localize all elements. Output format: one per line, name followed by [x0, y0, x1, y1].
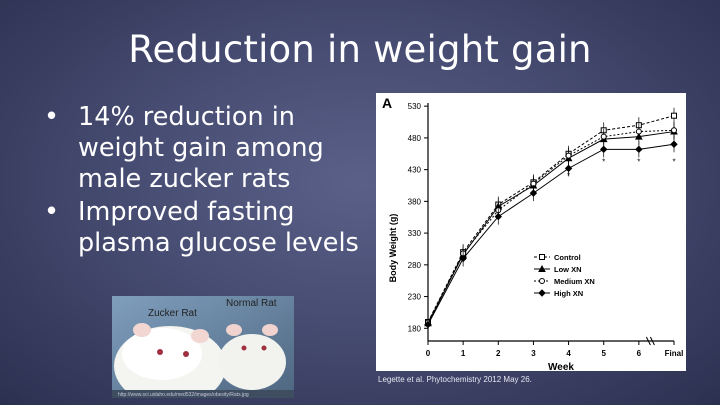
- x-tick-label: 5: [601, 349, 606, 358]
- slide-title: Reduction in weight gain: [128, 28, 592, 71]
- data-point: [539, 254, 545, 260]
- axis-break: [645, 336, 651, 346]
- zucker-rat-label: Zucker Rat: [148, 308, 197, 319]
- data-point: [635, 128, 642, 135]
- data-point: [538, 264, 546, 272]
- data-point: [565, 152, 572, 159]
- y-tick-label: 530: [408, 102, 422, 111]
- rats-photo: Zucker Rat Normal Rat: [112, 296, 294, 398]
- y-axis-label: Body Weight (g): [388, 214, 398, 283]
- data-point: [538, 289, 546, 297]
- data-point: [600, 133, 607, 140]
- y-tick-label: 280: [408, 261, 422, 270]
- data-point: [494, 212, 502, 221]
- significance-mark: *: [567, 172, 570, 181]
- data-point: [671, 127, 677, 134]
- body-weight-chart: A Body Weight (g) Week 180 230 280 330 380 43…: [376, 93, 686, 373]
- x-axis-label: Week: [548, 362, 574, 371]
- axis-break: [649, 336, 655, 346]
- x-tick-label: 4: [566, 349, 571, 358]
- data-point: [635, 145, 643, 154]
- y-tick-label: 430: [408, 166, 422, 175]
- chart-svg: A Body Weight (g) Week 18023028033038043…: [382, 95, 684, 373]
- x-tick-label: 0: [426, 349, 431, 358]
- panel-label: A: [382, 95, 392, 111]
- bullet-item: • Improved fasting plasma glucose levels: [40, 197, 370, 259]
- y-tick-label: 380: [408, 197, 422, 206]
- series-line: [427, 131, 675, 324]
- legend-label: Medium XN: [554, 277, 595, 286]
- y-tick-label: 180: [408, 324, 422, 333]
- citation: Legette et al. Phytochemistry 2012 May 2…: [378, 375, 532, 384]
- legend-label: Low XN: [554, 265, 582, 274]
- x-tick-label: 2: [496, 349, 501, 358]
- data-point: [539, 278, 545, 284]
- significance-mark: *: [637, 158, 640, 167]
- data-point: [671, 112, 677, 119]
- y-tick-label: 480: [408, 134, 422, 143]
- bullet-item: • 14% reduction in weight gain among mal…: [40, 102, 370, 195]
- y-tick-label: 230: [408, 293, 422, 302]
- photo-credit: http://www.sci.uidaho.edu/med532/images/…: [118, 392, 249, 398]
- bullet-list: • 14% reduction in weight gain among mal…: [40, 102, 370, 261]
- significance-mark: *: [602, 158, 605, 167]
- bullet-text: 14% reduction in weight gain among male …: [78, 102, 324, 194]
- x-tick-label: 1: [461, 349, 466, 358]
- bullet-dot: •: [44, 197, 60, 227]
- y-tick-label: 330: [408, 229, 422, 238]
- series-line: [427, 143, 675, 325]
- data-point: [670, 140, 678, 148]
- series-line: [427, 115, 675, 323]
- rats-illustration: [112, 296, 294, 398]
- legend-label: High XN: [554, 289, 583, 298]
- data-point: [459, 254, 467, 263]
- normal-rat-label: Normal Rat: [226, 298, 277, 309]
- data-point: [529, 189, 538, 197]
- x-tick-label: 3: [531, 349, 536, 358]
- data-point: [564, 164, 573, 173]
- significance-mark: *: [672, 158, 675, 167]
- legend-label: Control: [554, 253, 581, 262]
- bullet-text: Improved fasting plasma glucose levels: [78, 197, 359, 258]
- x-tick-label: Final: [665, 349, 684, 358]
- bullet-dot: •: [44, 102, 60, 132]
- data-point: [600, 145, 608, 154]
- data-point: [424, 320, 432, 329]
- x-tick-label: 6: [637, 349, 642, 358]
